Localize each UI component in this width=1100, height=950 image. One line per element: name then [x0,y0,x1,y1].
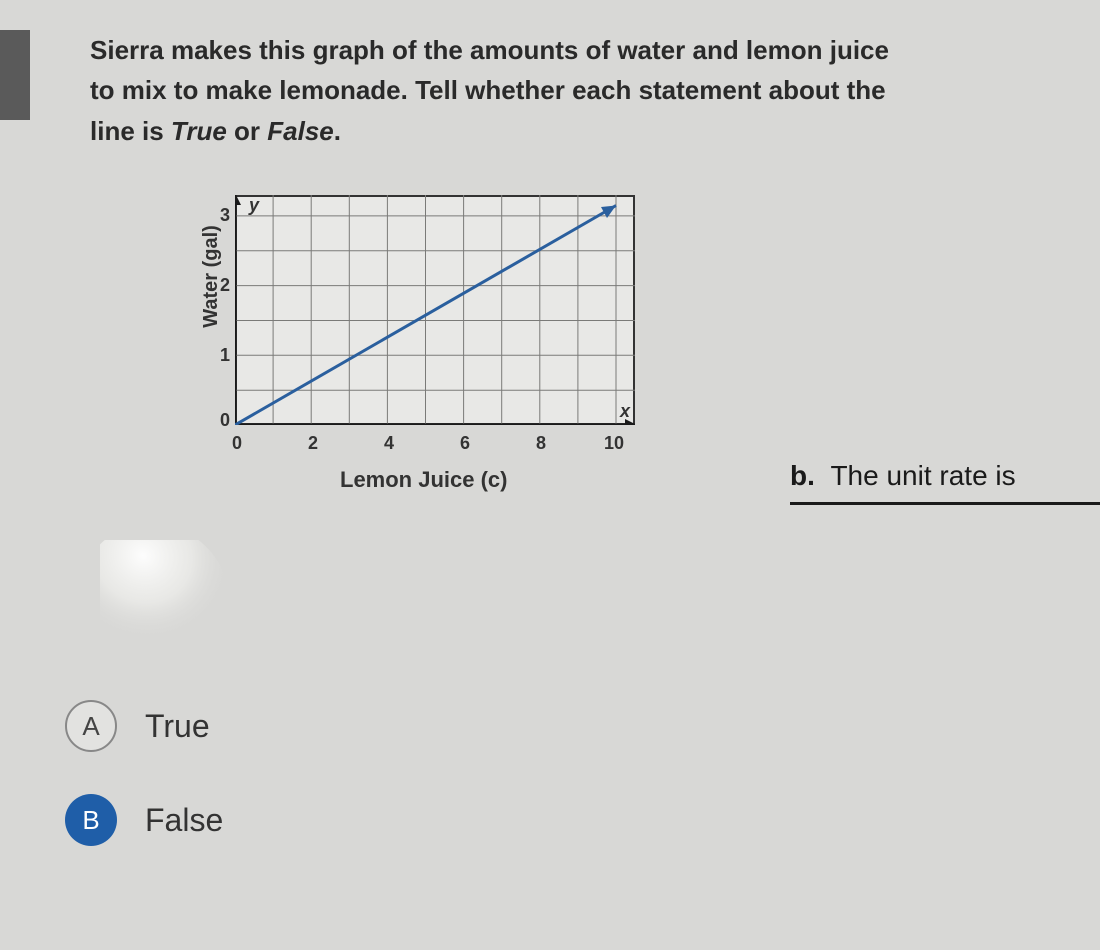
answer-a-text: True [145,708,210,745]
flashlight-glare [100,540,260,700]
xtick-4: 4 [377,433,401,454]
xtick-0: 0 [225,433,249,454]
sub-question-underline [790,502,1100,505]
plot-area: y x [235,195,635,425]
ytick-3: 3 [208,205,230,226]
x-letter: x [619,401,631,421]
q-true: True [171,116,227,146]
q-suffix: . [334,116,341,146]
x-axis-label: Lemon Juice (c) [340,467,507,493]
q-false: False [267,116,334,146]
answer-choices: A True B False [65,700,223,888]
xtick-10: 10 [602,433,626,454]
xtick-2: 2 [301,433,325,454]
answer-b-text: False [145,802,223,839]
xtick-8: 8 [529,433,553,454]
question-text: Sierra makes this graph of the amounts o… [90,30,990,151]
ytick-1: 1 [208,345,230,366]
q-line3-prefix: line is [90,116,171,146]
answer-a[interactable]: A True [65,700,223,752]
y-letter: y [248,195,260,215]
answer-a-letter[interactable]: A [65,700,117,752]
sub-question-b: b. The unit rate is [790,460,1016,492]
side-tab [0,30,30,120]
sub-q-label: b. [790,460,815,491]
q-or: or [227,116,267,146]
ytick-2: 2 [208,275,230,296]
q-line2: to mix to make lemonade. Tell whether ea… [90,75,886,105]
sub-q-text: The unit rate is [830,460,1015,491]
answer-b-letter[interactable]: B [65,794,117,846]
xtick-6: 6 [453,433,477,454]
ytick-0: 0 [208,410,230,431]
q-line1: Sierra makes this graph of the amounts o… [90,35,889,65]
answer-b[interactable]: B False [65,794,223,846]
